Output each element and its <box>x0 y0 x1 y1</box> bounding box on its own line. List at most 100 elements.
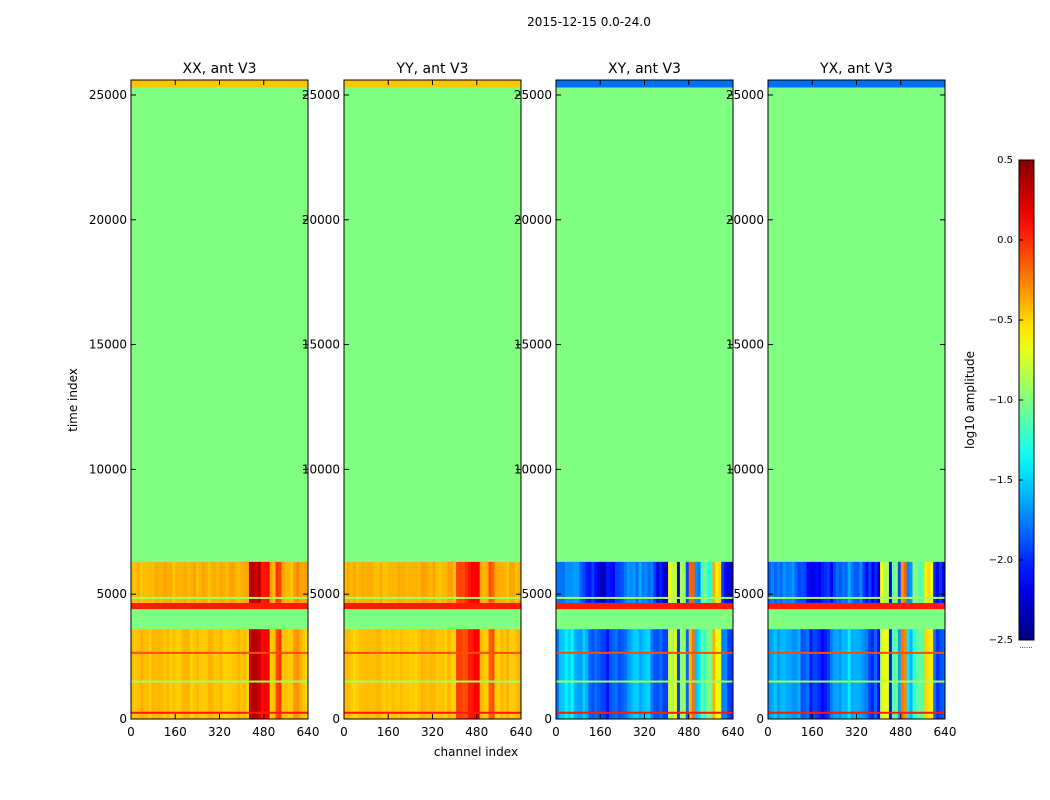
heatmap-cell <box>912 629 916 719</box>
colorbar-below-label: ...... <box>1019 642 1032 650</box>
heatmap-cell <box>476 561 481 603</box>
heatmap-cell <box>662 561 666 603</box>
heatmap-cell <box>886 629 890 719</box>
heatmap-cell <box>591 561 595 603</box>
heatmap-cell <box>809 629 813 719</box>
heatmap-cell <box>136 629 141 719</box>
heatmap-cell <box>632 561 637 603</box>
heatmap-cell <box>254 629 259 719</box>
heatmap-cell <box>376 561 380 603</box>
heatmap-cell <box>408 629 413 719</box>
y-tick-label: 20000 <box>514 213 552 227</box>
heatmap-cell <box>800 561 804 603</box>
heatmap-cell <box>515 561 519 603</box>
heatmap-cell <box>824 561 828 603</box>
flag-line <box>556 596 733 599</box>
heatmap-cell <box>886 561 890 603</box>
heatmap-cell <box>918 629 922 719</box>
heatmap-cell <box>231 629 235 719</box>
heatmap-cell <box>827 629 831 719</box>
heatmap-cell <box>883 561 887 603</box>
heatmap-cell <box>588 629 592 719</box>
heatmap-cell <box>835 561 840 603</box>
panel-0: XX, ant V3 0 160 320 480 640 0 5000 10000 15000 20… <box>89 61 320 739</box>
heatmap-cell <box>835 629 840 719</box>
flag-line <box>131 596 308 599</box>
heatmap-cell <box>794 629 798 719</box>
x-tick-label: 480 <box>889 725 912 739</box>
heatmap-cell <box>841 629 846 719</box>
heatmap-cell <box>847 561 851 603</box>
heatmap-cell <box>942 629 946 719</box>
flag-line <box>768 680 945 683</box>
heatmap-cell <box>612 629 616 719</box>
heatmap-cell <box>246 561 250 603</box>
heatmap-cell <box>915 629 919 719</box>
flag-line <box>556 680 733 683</box>
heatmap-cell <box>573 561 578 603</box>
heatmap-cell <box>388 561 392 603</box>
y-tick-label: 5000 <box>96 587 127 601</box>
heatmap-cell <box>877 561 881 603</box>
heatmap-cell <box>600 561 604 603</box>
heatmap-cell <box>178 561 182 603</box>
heatmap-cell <box>697 561 701 603</box>
heatmap-cell <box>491 629 495 719</box>
heatmap-cell <box>394 561 398 603</box>
heatmap-cell <box>558 561 563 603</box>
y-tick-label: 25000 <box>302 88 340 102</box>
heatmap-cell <box>154 561 158 603</box>
heatmap-cell <box>697 629 701 719</box>
heatmap-cell <box>623 629 628 719</box>
heatmap-cell <box>874 629 878 719</box>
heatmap-cell <box>163 561 167 603</box>
heatmap-cell <box>709 561 713 603</box>
heatmap-cell <box>558 629 563 719</box>
heatmap-cell <box>136 561 141 603</box>
panel-2: XY, ant V3 0 160 320 480 640 0 5000 10000 15000 20… <box>514 61 745 739</box>
heatmap-cell <box>906 629 910 719</box>
heatmap-cell <box>497 629 501 719</box>
heatmap-cell <box>620 629 625 719</box>
heatmap-cell <box>417 561 422 603</box>
heatmap-cell <box>456 629 460 719</box>
heatmap-cell <box>305 629 309 719</box>
heatmap-cell <box>228 629 232 719</box>
heatmap-cell <box>806 561 810 603</box>
heatmap-cell <box>865 629 869 719</box>
flag-line <box>344 680 521 683</box>
heatmap-cell <box>730 629 734 719</box>
heatmap-cell <box>417 629 422 719</box>
segment-band <box>344 87 521 562</box>
heatmap-cell <box>853 629 857 719</box>
heatmap-cell <box>394 629 398 719</box>
heatmap-cell <box>296 561 300 603</box>
heatmap-cell <box>641 561 645 603</box>
heatmap-cell <box>585 629 589 719</box>
heatmap-cell <box>561 629 566 719</box>
colorbar-tick-label: −2.0 <box>989 555 1013 566</box>
heatmap-cell <box>921 561 925 603</box>
heatmap-cell <box>506 561 510 603</box>
heatmap-cell <box>293 561 297 603</box>
y-tick-label: 10000 <box>302 462 340 476</box>
heatmap-cell <box>653 561 657 603</box>
heatmap-cell <box>688 561 693 603</box>
y-tick-label: 20000 <box>302 213 340 227</box>
heatmap-cell <box>829 561 834 603</box>
heatmap-cell <box>266 561 271 603</box>
heatmap-cell <box>797 629 801 719</box>
heatmap-cell <box>927 629 931 719</box>
heatmap-cell <box>641 629 645 719</box>
heatmap-cell <box>721 629 725 719</box>
heatmap-cell <box>148 629 153 719</box>
heatmap-cell <box>868 629 872 719</box>
y-tick-label: 0 <box>119 712 127 726</box>
heatmap-cell <box>379 561 383 603</box>
y-tick-label: 5000 <box>521 587 552 601</box>
heatmap-cell <box>567 629 572 719</box>
x-tick-label: 320 <box>208 725 231 739</box>
heatmap-cell <box>556 561 560 603</box>
heatmap-cell <box>195 629 200 719</box>
heatmap-cell <box>730 561 734 603</box>
